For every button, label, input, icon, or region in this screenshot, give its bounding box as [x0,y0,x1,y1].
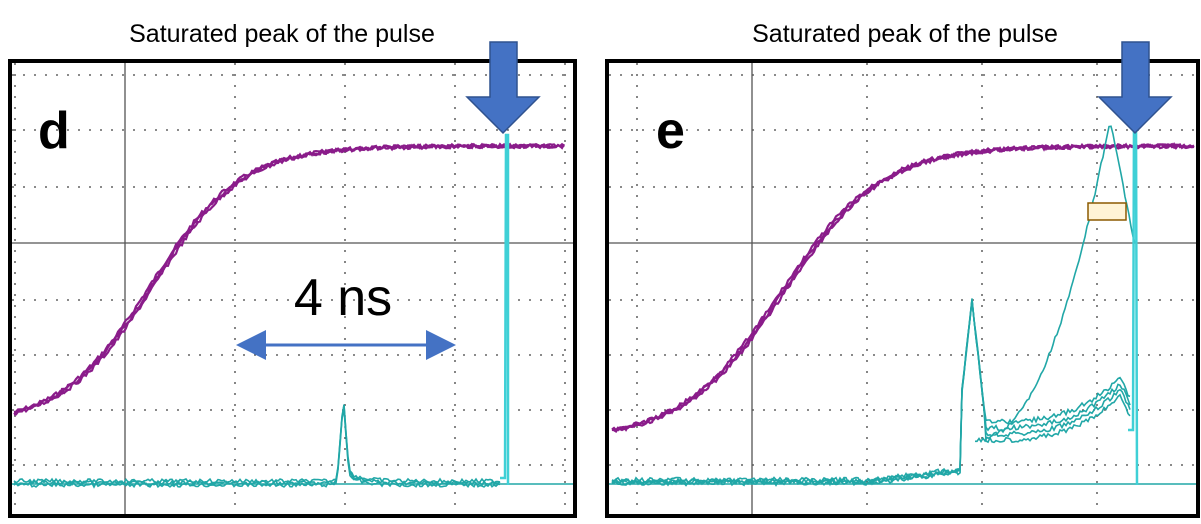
trace [611,142,1195,432]
trace [13,408,501,489]
caption: Saturated peak of the pulse [129,20,435,48]
panel-frame [605,59,1200,518]
caption: Saturated peak of the pulse [752,20,1058,48]
trace [500,133,510,485]
arrow-down [1097,41,1173,135]
trace [611,299,1131,486]
panel-frame [8,59,577,518]
marker-tag [1087,202,1127,221]
panel-label: e [656,102,685,160]
arrow-down [465,41,541,135]
annotation: 4 ns [294,269,392,327]
trace [611,300,1131,484]
trace [975,125,1136,443]
panel-label: d [38,102,70,160]
trace [13,142,565,416]
